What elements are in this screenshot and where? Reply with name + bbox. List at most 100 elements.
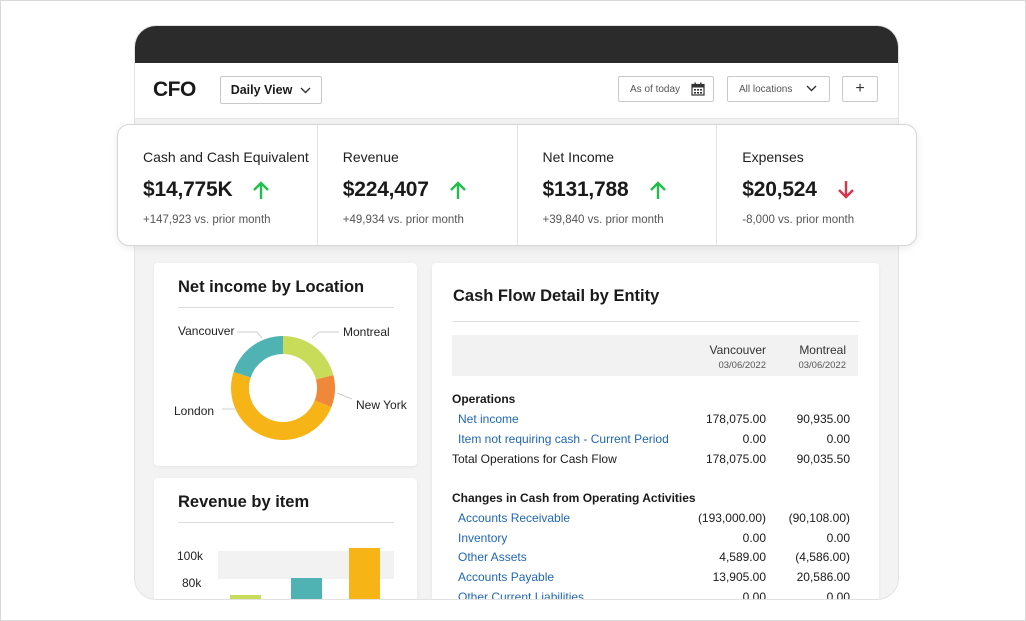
row-label-link[interactable]: Other Current Liabilities xyxy=(458,590,585,600)
row-label-link[interactable]: Net income xyxy=(458,412,519,426)
arrow-down-icon xyxy=(837,181,854,199)
row-value-vancouver: 13,905.00 xyxy=(712,570,766,584)
donut-label-montreal: Montreal xyxy=(343,325,390,339)
leader-line-new-york xyxy=(336,392,353,400)
row-value-montreal: 0.00 xyxy=(826,432,850,446)
calendar-icon xyxy=(691,82,705,96)
table-header: Vancouver 03/06/2022 Montreal 03/06/2022 xyxy=(452,335,858,376)
y-tick-100k: 100k xyxy=(177,549,204,563)
kpi-net-income: Net Income $131,788 +39,840 vs. prior mo… xyxy=(518,125,718,245)
table-row: Other Assets 4,589.00 (4,586.00) xyxy=(452,550,858,568)
kpi-delta: +39,840 vs. prior month xyxy=(542,214,664,226)
daily-view-dropdown[interactable]: Daily View xyxy=(220,76,322,104)
row-value-montreal: 90,035.50 xyxy=(796,452,850,466)
row-value-montreal: 0.00 xyxy=(826,531,850,545)
row-value-montreal: 20,586.00 xyxy=(796,570,850,584)
row-label-link[interactable]: Other Assets xyxy=(458,550,527,564)
table-row: Total Operations for Cash Flow 178,075.0… xyxy=(452,452,858,470)
table-row: Other Current Liabilities 0.00 0.00 xyxy=(452,590,858,600)
kpi-value: $14,775K xyxy=(143,178,233,201)
donut-slice-new-york xyxy=(314,375,335,408)
row-label-link[interactable]: Item not requiring cash - Current Period xyxy=(458,432,669,446)
donut-slice-montreal xyxy=(283,336,334,380)
revenue-bar xyxy=(230,595,261,599)
as-of-date-picker[interactable]: As of today xyxy=(618,76,714,102)
column-header-montreal: Montreal 03/06/2022 xyxy=(798,343,846,371)
table-row: Inventory 0.00 0.00 xyxy=(452,531,858,549)
kpi-delta: +147,923 vs. prior month xyxy=(143,214,271,226)
table-row: Item not requiring cash - Current Period… xyxy=(452,432,858,450)
net-income-panel: Net income by Location Vancouver Montrea… xyxy=(154,263,417,466)
kpi-label: Cash and Cash Equivalent xyxy=(143,149,309,165)
kpi-label: Revenue xyxy=(342,149,399,165)
cash-flow-panel: Cash Flow Detail by Entity Vancouver 03/… xyxy=(432,263,879,600)
kpi-value-row: $20,524 xyxy=(742,178,916,202)
donut-label-vancouver: Vancouver xyxy=(178,324,235,338)
row-value-vancouver: 0.00 xyxy=(742,531,766,545)
column-header-vancouver: Vancouver 03/06/2022 xyxy=(710,343,766,371)
locations-label: All locations xyxy=(739,83,793,95)
table-row: Net income 178,075.00 90,935.00 xyxy=(452,412,858,430)
kpi-revenue: Revenue $224,407 +49,934 vs. prior month xyxy=(318,125,518,245)
revenue-bar xyxy=(349,548,380,599)
leader-line-montreal xyxy=(311,331,339,339)
donut-slice-london xyxy=(230,371,332,441)
arrow-up-icon xyxy=(449,181,466,199)
divider xyxy=(453,321,859,322)
chevron-down-icon xyxy=(806,85,817,92)
kpi-value-row: $224,407 xyxy=(343,178,517,202)
app-window: CFO Daily View As of today All locations… xyxy=(134,25,899,600)
row-value-vancouver: 0.00 xyxy=(742,590,766,600)
row-value-montreal: 0.00 xyxy=(826,590,850,600)
row-value-montreal: (4,586.00) xyxy=(795,550,850,564)
cash-flow-title: Cash Flow Detail by Entity xyxy=(453,287,660,305)
kpi-value-row: $14,775K xyxy=(143,178,317,202)
y-tick-80k: 80k xyxy=(182,576,202,590)
row-value-vancouver: 4,589.00 xyxy=(719,550,766,564)
chevron-down-icon xyxy=(300,87,311,93)
row-label-link[interactable]: Accounts Payable xyxy=(458,570,555,584)
net-income-donut-chart xyxy=(222,331,353,441)
row-value-vancouver: (193,000.00) xyxy=(697,511,766,525)
locations-dropdown[interactable]: All locations xyxy=(727,76,830,102)
revenue-panel: Revenue by item 100k 80k xyxy=(154,478,417,599)
row-label-link[interactable]: Accounts Receivable xyxy=(458,511,571,525)
kpi-delta: +49,934 vs. prior month xyxy=(342,214,464,226)
kpi-cash: Cash and Cash Equivalent $14,775K +147,9… xyxy=(118,125,318,245)
net-income-title: Net income by Location xyxy=(178,278,365,296)
title-bar xyxy=(135,26,898,63)
kpi-delta: -8,000 vs. prior month xyxy=(742,214,855,226)
kpi-value: $20,524 xyxy=(742,178,817,201)
revenue-bar xyxy=(291,578,322,599)
kpi-label: Net Income xyxy=(542,149,615,165)
column-location: Vancouver xyxy=(709,343,766,357)
row-value-vancouver: 178,075.00 xyxy=(705,412,766,426)
row-label: Total Operations for Cash Flow xyxy=(452,452,617,466)
column-date: 03/06/2022 xyxy=(798,360,846,371)
app-title: CFO xyxy=(153,78,196,101)
table-row: Accounts Receivable (193,000.00) (90,108… xyxy=(452,511,858,529)
table-row: Accounts Payable 13,905.00 20,586.00 xyxy=(452,570,858,588)
column-location: Montreal xyxy=(799,343,846,357)
revenue-title: Revenue by item xyxy=(178,493,310,511)
daily-view-label: Daily View xyxy=(230,83,293,97)
divider xyxy=(178,307,394,308)
column-date: 03/06/2022 xyxy=(718,360,766,371)
row-label-link[interactable]: Inventory xyxy=(458,531,508,545)
donut-label-london: London xyxy=(174,404,215,418)
row-value-vancouver: 178,075.00 xyxy=(705,452,766,466)
section-heading: Changes in Cash from Operating Activitie… xyxy=(452,491,696,505)
app-header: CFO Daily View As of today All locations… xyxy=(135,63,898,119)
donut-label-new-york: New York xyxy=(356,398,407,412)
kpi-value: $224,407 xyxy=(342,178,429,201)
section-heading-operations: Operations xyxy=(452,392,858,410)
add-button[interactable]: + xyxy=(842,76,878,102)
arrow-up-icon xyxy=(649,181,666,199)
leader-line-vancouver xyxy=(237,331,263,339)
as-of-label: As of today xyxy=(630,83,681,95)
kpi-value-row: $131,788 xyxy=(543,178,717,202)
kpi-summary-card: Cash and Cash Equivalent $14,775K +147,9… xyxy=(117,124,917,246)
section-heading-changes: Changes in Cash from Operating Activitie… xyxy=(452,491,858,509)
row-value-montreal: (90,108.00) xyxy=(788,511,850,525)
divider xyxy=(178,522,394,523)
